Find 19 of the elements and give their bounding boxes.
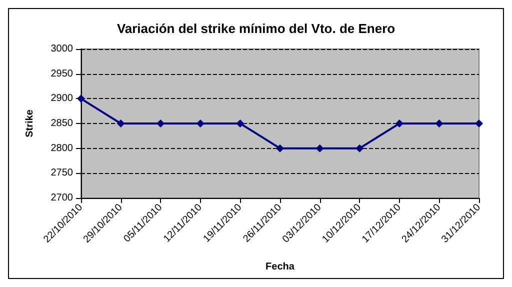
y-tick-label: 2950 xyxy=(50,68,74,80)
point xyxy=(236,120,244,128)
point xyxy=(395,120,404,128)
y-tick-label: 2800 xyxy=(50,142,74,154)
point xyxy=(276,144,284,152)
chart-title: Variación del strike mínimo del Vto. de Enero xyxy=(116,21,396,36)
y-tick-label: 2900 xyxy=(50,93,74,104)
y-tick-label: 2850 xyxy=(50,118,74,129)
point xyxy=(475,120,483,128)
point xyxy=(435,120,444,128)
y-axis-title: Strike xyxy=(24,109,36,138)
point xyxy=(316,144,324,152)
y-tick-label: 2750 xyxy=(50,168,74,179)
x-axis-title: Fecha xyxy=(266,262,295,272)
y-tick-label: 3000 xyxy=(50,44,74,54)
point xyxy=(116,120,125,128)
point xyxy=(356,144,364,152)
point xyxy=(77,94,85,103)
y-tick-label: 2700 xyxy=(50,192,74,204)
